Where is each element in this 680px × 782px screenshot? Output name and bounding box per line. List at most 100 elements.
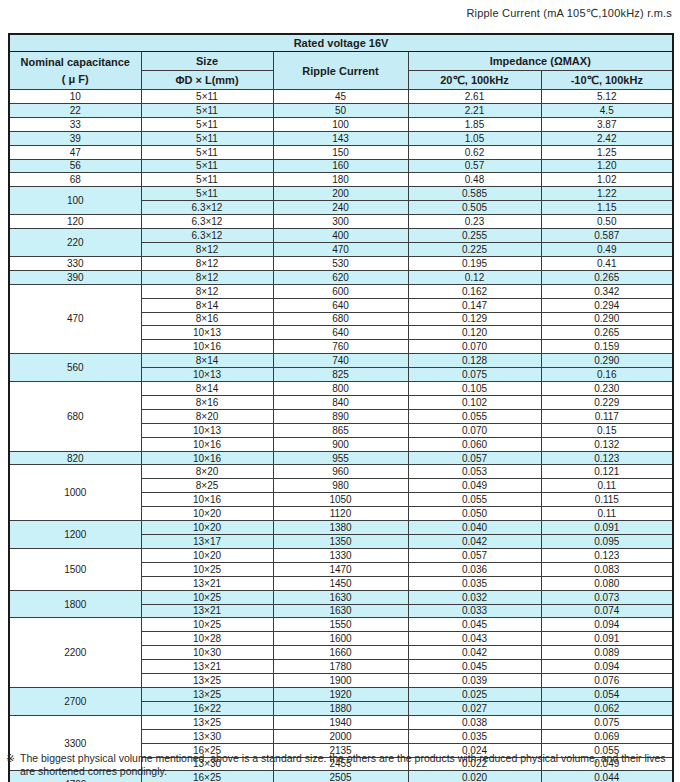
impedance-20c-cell: 0.055 xyxy=(408,493,541,507)
impedance-20c-cell: 0.032 xyxy=(408,590,541,604)
size-cell: 13×17 xyxy=(141,535,273,549)
size-cell: 10×30 xyxy=(141,646,273,660)
table-row: 3308×125300.1950.41 xyxy=(9,256,673,270)
ripple-current-cell: 180 xyxy=(273,173,408,187)
capacitance-cell: 2700 xyxy=(9,687,141,715)
impedance-20c-cell: 0.042 xyxy=(408,535,541,549)
ripple-current-cell: 680 xyxy=(273,312,408,326)
size-cell: 10×25 xyxy=(141,618,273,632)
impedance-20c-cell: 0.105 xyxy=(408,382,541,396)
size-cell: 13×30 xyxy=(141,729,273,743)
impedance-20c-cell: 0.147 xyxy=(408,298,541,312)
capacitance-cell: 680 xyxy=(9,382,141,452)
table-row: 6808×148000.1050.230 xyxy=(9,382,673,396)
impedance-neg10c-cell: 0.091 xyxy=(541,521,673,535)
ripple-current-cell: 100 xyxy=(273,117,408,131)
impedance-20c-cell: 0.57 xyxy=(408,159,541,173)
impedance-neg10c-cell: 0.083 xyxy=(541,562,673,576)
size-cell: 13×21 xyxy=(141,660,273,674)
table-row: 180010×2516300.0320.073 xyxy=(9,590,673,604)
impedance-20c-cell: 0.129 xyxy=(408,312,541,326)
impedance-neg10c-cell: 0.074 xyxy=(541,604,673,618)
impedance-neg10c-cell: 0.230 xyxy=(541,382,673,396)
capacitance-cell: 2200 xyxy=(9,618,141,688)
ripple-current-cell: 1470 xyxy=(273,562,408,576)
ripple-current-cell: 640 xyxy=(273,298,408,312)
table-row: 150010×2013300.0570.123 xyxy=(9,548,673,562)
size-cell: 10×25 xyxy=(141,562,273,576)
ripple-current-cell: 900 xyxy=(273,437,408,451)
size-cell: 8×12 xyxy=(141,256,273,270)
size-cell: 8×16 xyxy=(141,312,273,326)
impedance-20c-cell: 0.033 xyxy=(408,604,541,618)
size-cell: 8×25 xyxy=(141,479,273,493)
size-cell: 8×12 xyxy=(141,284,273,298)
impedance-neg10c-cell: 0.123 xyxy=(541,548,673,562)
size-cell: 8×20 xyxy=(141,465,273,479)
capacitance-cell: 10 xyxy=(9,90,141,104)
impedance-neg10c-cell: 0.16 xyxy=(541,368,673,382)
impedance-neg10c-cell: 0.073 xyxy=(541,590,673,604)
capacitance-cell: 33 xyxy=(9,117,141,131)
impedance-20c-cell: 2.61 xyxy=(408,90,541,104)
impedance-20c-cell: 0.12 xyxy=(408,270,541,284)
table-title-row: Rated voltage 16V xyxy=(9,34,673,52)
ripple-current-spec-table: Rated voltage 16V Nominal capacitance ( … xyxy=(8,33,674,782)
size-cell: 16×22 xyxy=(141,701,273,715)
impedance-neg10c-cell: 1.02 xyxy=(541,173,673,187)
impedance-neg10c-cell: 0.587 xyxy=(541,229,673,243)
ripple-current-cell: 980 xyxy=(273,479,408,493)
impedance-20c-cell: 0.055 xyxy=(408,409,541,423)
table-row: 82010×169550.0570.123 xyxy=(9,451,673,465)
ripple-current-cell: 50 xyxy=(273,103,408,117)
col-header-capacitance: Nominal capacitance ( μ F) xyxy=(9,52,141,90)
impedance-neg10c-cell: 0.11 xyxy=(541,507,673,521)
table-row: 105×11452.615.12 xyxy=(9,90,673,104)
impedance-neg10c-cell: 0.49 xyxy=(541,242,673,256)
ripple-current-cell: 1880 xyxy=(273,701,408,715)
size-cell: 13×25 xyxy=(141,687,273,701)
footnote-text: The biggest physical volume mentioned ,a… xyxy=(20,752,672,778)
impedance-neg10c-cell: 0.091 xyxy=(541,632,673,646)
table-title: Rated voltage 16V xyxy=(9,34,673,52)
impedance-20c-cell: 0.036 xyxy=(408,562,541,576)
table-row: 10008×209600.0530.121 xyxy=(9,465,673,479)
ripple-current-cell: 143 xyxy=(273,131,408,145)
size-cell: 10×20 xyxy=(141,507,273,521)
ripple-current-cell: 1940 xyxy=(273,715,408,729)
capacitance-cell: 39 xyxy=(9,131,141,145)
impedance-neg10c-cell: 0.089 xyxy=(541,646,673,660)
ripple-current-cell: 1900 xyxy=(273,674,408,688)
col-header-impedance: Impedance (ΩMAX) xyxy=(408,52,673,71)
ripple-current-cell: 1050 xyxy=(273,493,408,507)
ripple-current-cell: 200 xyxy=(273,187,408,201)
impedance-20c-cell: 0.255 xyxy=(408,229,541,243)
ripple-current-cell: 1450 xyxy=(273,576,408,590)
size-cell: 10×13 xyxy=(141,368,273,382)
table-row: 270013×2519200.0250.054 xyxy=(9,687,673,701)
impedance-neg10c-cell: 0.290 xyxy=(541,312,673,326)
impedance-neg10c-cell: 0.15 xyxy=(541,423,673,437)
impedance-20c-cell: 0.102 xyxy=(408,395,541,409)
capacitance-cell: 1500 xyxy=(9,548,141,590)
ripple-current-cell: 150 xyxy=(273,145,408,159)
impedance-20c-cell: 2.21 xyxy=(408,103,541,117)
impedance-20c-cell: 0.62 xyxy=(408,145,541,159)
capacitance-cell: 220 xyxy=(9,229,141,257)
size-cell: 13×21 xyxy=(141,604,273,618)
impedance-neg10c-cell: 5.12 xyxy=(541,90,673,104)
impedance-20c-cell: 0.128 xyxy=(408,354,541,368)
impedance-20c-cell: 0.042 xyxy=(408,646,541,660)
impedance-neg10c-cell: 0.11 xyxy=(541,479,673,493)
impedance-20c-cell: 0.053 xyxy=(408,465,541,479)
impedance-neg10c-cell: 0.229 xyxy=(541,395,673,409)
col-header-impedance-20c: 20℃, 100kHz xyxy=(408,71,541,90)
capacitance-cell: 1000 xyxy=(9,465,141,521)
impedance-20c-cell: 0.225 xyxy=(408,242,541,256)
ripple-current-cell: 45 xyxy=(273,90,408,104)
impedance-neg10c-cell: 3.87 xyxy=(541,117,673,131)
col-header-ripple-current: Ripple Current xyxy=(273,52,408,90)
table-row: 3908×126200.120.265 xyxy=(9,270,673,284)
table-row: 1005×112000.5851.22 xyxy=(9,187,673,201)
table-row: 475×111500.621.25 xyxy=(9,145,673,159)
